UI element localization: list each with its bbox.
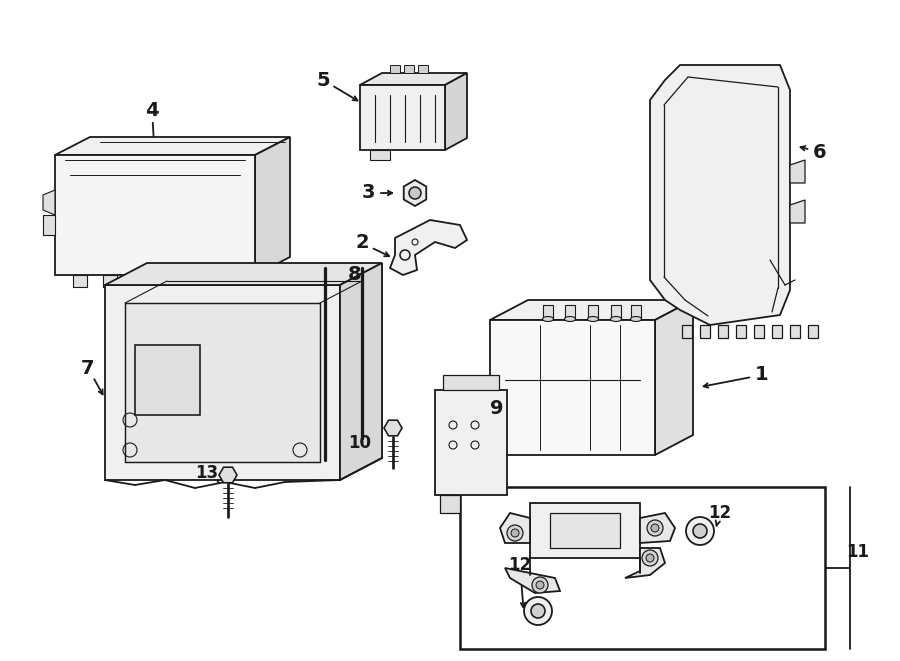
- Polygon shape: [718, 325, 728, 338]
- Circle shape: [642, 550, 658, 566]
- Text: 5: 5: [316, 71, 329, 89]
- Polygon shape: [440, 495, 460, 513]
- Polygon shape: [565, 305, 575, 319]
- Text: 6: 6: [814, 143, 827, 161]
- Ellipse shape: [543, 317, 553, 321]
- Bar: [460, 487, 825, 649]
- Text: 2: 2: [356, 233, 369, 253]
- Polygon shape: [55, 155, 255, 275]
- Polygon shape: [790, 325, 800, 338]
- Polygon shape: [445, 73, 467, 150]
- Polygon shape: [105, 263, 382, 285]
- Polygon shape: [772, 325, 782, 338]
- Polygon shape: [754, 325, 764, 338]
- Polygon shape: [219, 467, 237, 483]
- Polygon shape: [193, 275, 207, 287]
- Polygon shape: [125, 303, 320, 462]
- Circle shape: [507, 525, 523, 541]
- Polygon shape: [390, 65, 400, 73]
- Circle shape: [511, 529, 519, 537]
- Text: 7: 7: [81, 358, 94, 377]
- Polygon shape: [105, 285, 340, 480]
- Polygon shape: [588, 305, 598, 319]
- Circle shape: [524, 597, 552, 625]
- Text: 10: 10: [348, 434, 372, 452]
- Polygon shape: [808, 325, 818, 338]
- Text: 4: 4: [145, 100, 158, 120]
- Polygon shape: [650, 65, 790, 325]
- Ellipse shape: [564, 317, 575, 321]
- Polygon shape: [223, 275, 237, 287]
- Polygon shape: [340, 263, 382, 480]
- Circle shape: [646, 554, 654, 562]
- Text: 12: 12: [508, 556, 532, 574]
- Polygon shape: [135, 345, 200, 415]
- Ellipse shape: [631, 317, 642, 321]
- Text: 1: 1: [755, 366, 769, 385]
- Polygon shape: [435, 390, 507, 495]
- Polygon shape: [443, 375, 499, 390]
- Polygon shape: [700, 325, 710, 338]
- Polygon shape: [73, 275, 87, 287]
- Polygon shape: [43, 215, 55, 235]
- Text: 13: 13: [195, 464, 219, 482]
- Polygon shape: [404, 65, 414, 73]
- Polygon shape: [500, 513, 530, 543]
- Text: 11: 11: [847, 543, 869, 561]
- Polygon shape: [55, 137, 290, 155]
- Text: 9: 9: [491, 399, 504, 418]
- Polygon shape: [505, 568, 560, 593]
- Polygon shape: [682, 325, 692, 338]
- Polygon shape: [790, 160, 805, 183]
- Circle shape: [536, 581, 544, 589]
- Polygon shape: [370, 150, 390, 160]
- Polygon shape: [418, 65, 428, 73]
- Polygon shape: [490, 300, 693, 320]
- Polygon shape: [550, 513, 620, 548]
- Polygon shape: [490, 320, 655, 455]
- Polygon shape: [625, 548, 665, 578]
- Circle shape: [651, 524, 659, 532]
- Polygon shape: [611, 305, 621, 319]
- Ellipse shape: [588, 317, 598, 321]
- Polygon shape: [404, 180, 427, 206]
- Polygon shape: [384, 420, 402, 436]
- Polygon shape: [790, 200, 805, 223]
- Circle shape: [686, 517, 714, 545]
- Circle shape: [693, 524, 707, 538]
- Polygon shape: [360, 85, 445, 150]
- Polygon shape: [360, 73, 467, 85]
- Text: 3: 3: [361, 184, 374, 202]
- Polygon shape: [655, 300, 693, 455]
- Text: 12: 12: [708, 504, 732, 522]
- Polygon shape: [631, 305, 641, 319]
- Polygon shape: [43, 190, 55, 215]
- Polygon shape: [543, 305, 553, 319]
- Polygon shape: [390, 220, 467, 275]
- Circle shape: [532, 577, 548, 593]
- Circle shape: [647, 520, 663, 536]
- Polygon shape: [736, 325, 746, 338]
- Text: 8: 8: [348, 266, 362, 284]
- Polygon shape: [255, 137, 290, 275]
- Circle shape: [531, 604, 545, 618]
- Polygon shape: [103, 275, 117, 287]
- Ellipse shape: [610, 317, 622, 321]
- Circle shape: [409, 187, 421, 199]
- Polygon shape: [530, 503, 640, 558]
- Polygon shape: [640, 513, 675, 543]
